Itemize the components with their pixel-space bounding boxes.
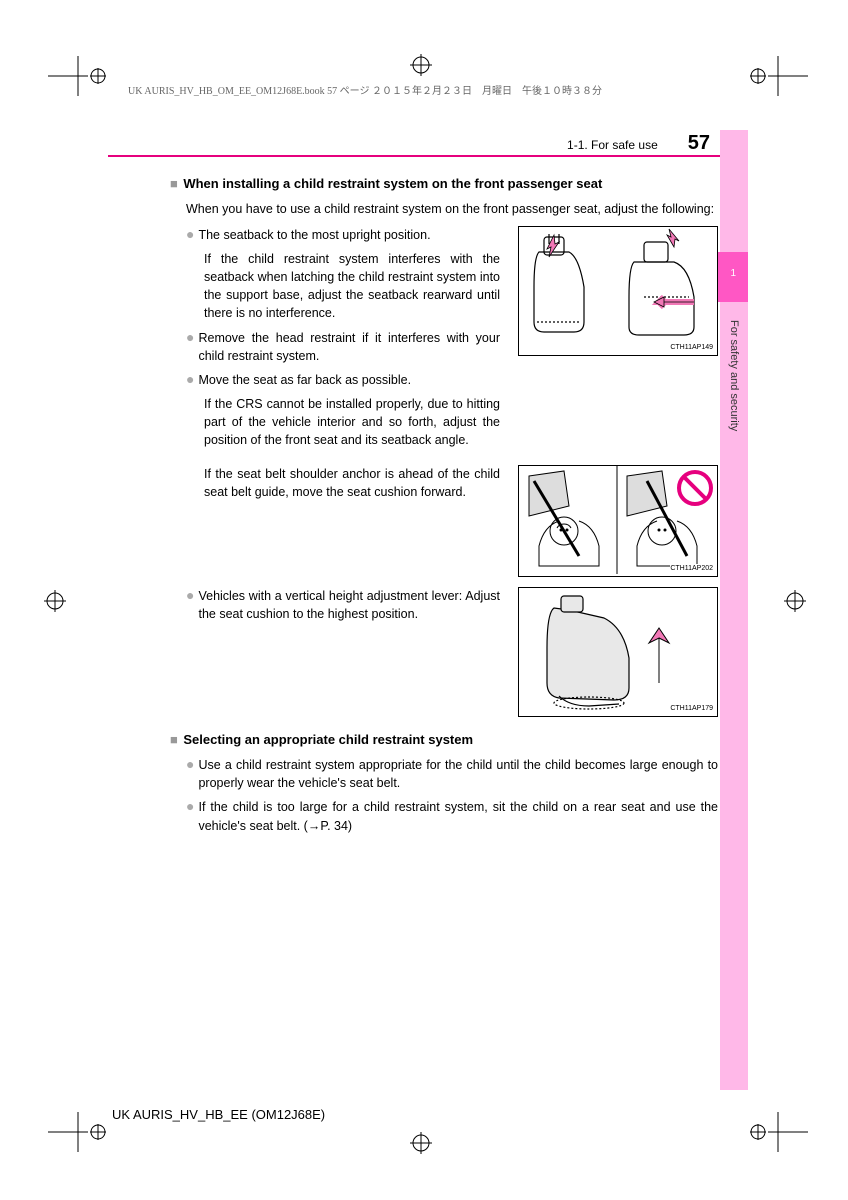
round-bullet-icon: ● xyxy=(186,587,194,623)
sidebar-label: For safety and security xyxy=(728,320,740,431)
page-number: 57 xyxy=(688,132,710,155)
header-rule xyxy=(108,155,720,157)
figure-seat-height: CTH11AP179 xyxy=(518,587,718,717)
figure-belt-anchor: CTH11AP202 xyxy=(518,465,718,577)
figure2-code: CTH11AP202 xyxy=(670,564,713,574)
bullet-seatback: The seatback to the most upright positio… xyxy=(198,226,500,244)
round-bullet-icon: ● xyxy=(186,226,194,244)
crop-mark-bl xyxy=(48,1112,108,1152)
header-meta-line: UK AURIS_HV_HB_OM_EE_OM12J68E.book 57 ペー… xyxy=(128,82,602,97)
bullet-too-large: If the child is too large for a child re… xyxy=(198,798,718,834)
reg-mark-bottom xyxy=(410,1132,432,1154)
figure-seat-adjust: CTH11AP149 xyxy=(518,226,718,356)
round-bullet-icon: ● xyxy=(186,371,194,389)
section2-title: Selecting an appropriate child restraint… xyxy=(183,732,473,747)
bullet-height-lever: Vehicles with a vertical height adjustme… xyxy=(198,587,500,623)
section2-heading: ■ Selecting an appropriate child restrai… xyxy=(170,731,718,750)
reg-mark-right xyxy=(784,590,806,612)
bullet-head-restraint: Remove the head restraint if it interfer… xyxy=(198,329,500,365)
square-bullet-icon: ■ xyxy=(170,176,178,191)
section1-title: When installing a child restraint system… xyxy=(183,176,602,191)
para-shoulder-anchor: If the seat belt shoulder anchor is ahea… xyxy=(204,465,500,501)
crop-mark-tl xyxy=(48,56,108,96)
crop-mark-br xyxy=(748,1112,808,1152)
page-header: 1-1. For safe use 57 xyxy=(400,132,710,155)
reg-mark-top xyxy=(410,54,432,76)
round-bullet-icon: ● xyxy=(186,756,194,792)
bullet-appropriate-crs: Use a child restraint system appropriate… xyxy=(198,756,718,792)
footer-document-code: UK AURIS_HV_HB_EE (OM12J68E) xyxy=(112,1107,325,1122)
chapter-number: 1 xyxy=(730,268,736,279)
figure3-code: CTH11AP179 xyxy=(670,704,713,714)
section1-heading: ■ When installing a child restraint syst… xyxy=(170,175,718,194)
para-crs-install: If the CRS cannot be installed properly,… xyxy=(204,395,500,449)
bullet-seat-back: Move the seat as far back as possible. xyxy=(198,371,500,389)
section1-intro: When you have to use a child restraint s… xyxy=(186,200,718,218)
para-interference: If the child restraint system interferes… xyxy=(204,250,500,323)
figure1-code: CTH11AP149 xyxy=(670,343,713,353)
crop-mark-tr xyxy=(748,56,808,96)
section-reference: 1-1. For safe use xyxy=(567,138,658,152)
reg-mark-left xyxy=(44,590,66,612)
round-bullet-icon: ● xyxy=(186,329,194,365)
square-bullet-icon: ■ xyxy=(170,732,178,747)
main-content: ■ When installing a child restraint syst… xyxy=(170,175,718,841)
round-bullet-icon: ● xyxy=(186,798,194,834)
